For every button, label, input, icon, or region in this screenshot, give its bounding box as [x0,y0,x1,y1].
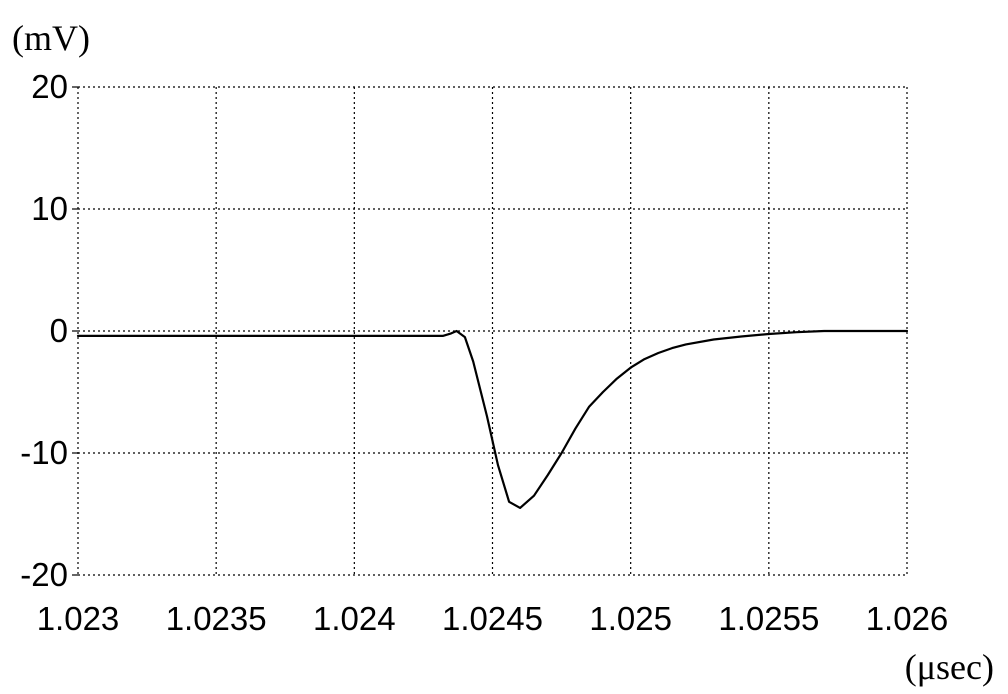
y-tick-label: -20 [20,556,68,593]
x-tick-label: 1.0235 [166,600,267,637]
grid [77,86,908,576]
x-tick-label: 1.026 [866,600,949,637]
x-tick-label: 1.0245 [442,600,543,637]
series-layer [76,329,909,509]
y-tick-label: 10 [31,190,68,227]
axes [72,86,78,576]
x-tick-label: 1.023 [37,600,120,637]
tick-labels: 1.023 1.0235 1.024 1.0245 1.025 1.0255 1.026 20… [20,68,948,637]
y-axis-unit-label: (mV) [12,18,90,58]
x-tick-label: 1.025 [589,600,672,637]
x-tick-label: 1.0255 [718,600,819,637]
x-tick-label: 1.024 [313,600,396,637]
y-tick-label: -10 [20,434,68,471]
y-tick-label: 20 [31,68,68,105]
y-tick-label: 0 [50,312,68,349]
x-axis-unit-label: (μsec) [905,647,994,687]
signal-trace [76,329,909,509]
